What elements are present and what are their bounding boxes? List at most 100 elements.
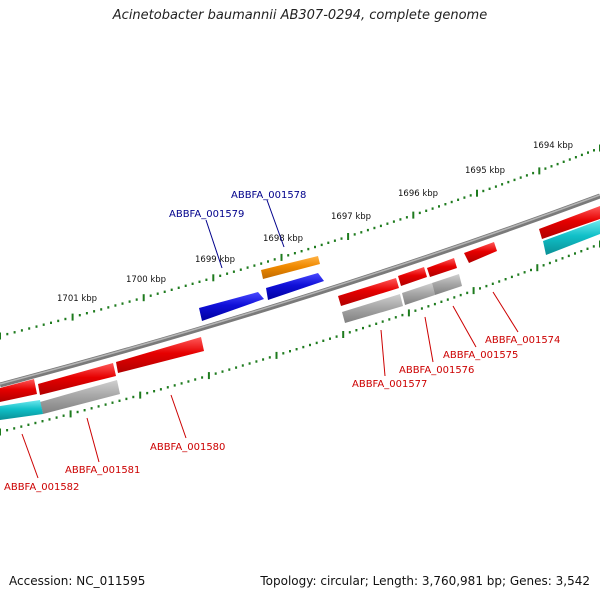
tick-minor bbox=[156, 292, 159, 295]
tick-major bbox=[538, 167, 541, 175]
tick-minor bbox=[315, 341, 318, 345]
gene-gray-001575[interactable] bbox=[432, 274, 462, 295]
tick-minor bbox=[27, 423, 30, 426]
tick-minor bbox=[479, 287, 481, 290]
tick-minor bbox=[388, 318, 391, 321]
tick-minor bbox=[335, 335, 338, 338]
tick-minor bbox=[457, 198, 460, 201]
tick-minor bbox=[314, 245, 316, 249]
tick-major bbox=[0, 428, 1, 436]
tick-minor bbox=[453, 296, 456, 299]
tick-minor bbox=[504, 278, 507, 281]
gene-red-001582[interactable] bbox=[0, 379, 37, 402]
gene-label-001580: ABBFA_001580 bbox=[150, 442, 225, 453]
tick-minor bbox=[125, 397, 128, 401]
gene-cyan-right[interactable] bbox=[543, 220, 600, 255]
tick-minor bbox=[373, 226, 376, 230]
tick-major bbox=[212, 274, 215, 282]
gene-label-001577: ABBFA_001577 bbox=[352, 379, 427, 390]
tick-minor bbox=[28, 327, 31, 330]
tick-minor bbox=[93, 310, 96, 313]
tick-minor bbox=[295, 348, 298, 351]
tick-minor bbox=[184, 284, 187, 287]
gene-blue-forward-a[interactable] bbox=[199, 292, 264, 321]
gene-label-001578: ABBFA_001578 bbox=[231, 190, 306, 201]
gene-red-001580[interactable] bbox=[116, 337, 204, 373]
gene-red-right[interactable] bbox=[539, 206, 600, 239]
tick-minor bbox=[100, 308, 103, 311]
gene-gray-001576[interactable] bbox=[402, 283, 435, 305]
tick-minor bbox=[544, 167, 547, 170]
gene-cyan-left[interactable] bbox=[0, 400, 43, 420]
tick-minor bbox=[241, 364, 244, 367]
tick-label-1696: 1696 kbp bbox=[398, 189, 438, 199]
tick-major bbox=[412, 211, 415, 219]
tick-minor bbox=[246, 266, 249, 269]
tick-minor bbox=[128, 300, 131, 303]
tick-minor bbox=[399, 218, 402, 221]
tick-minor bbox=[587, 151, 589, 154]
leader-001580 bbox=[170, 394, 187, 439]
tick-minor bbox=[6, 332, 9, 336]
tick-major bbox=[536, 264, 539, 272]
leader-001575 bbox=[452, 305, 477, 348]
tick-minor bbox=[248, 362, 251, 365]
tick-minor bbox=[567, 254, 570, 258]
tick-minor bbox=[146, 391, 149, 395]
tick-minor bbox=[450, 200, 453, 204]
tick-minor bbox=[76, 410, 79, 414]
tick-minor bbox=[239, 268, 242, 271]
tick-minor bbox=[62, 414, 65, 417]
tick-minor bbox=[149, 294, 152, 297]
tick-minor bbox=[488, 187, 491, 190]
tick-minor bbox=[498, 280, 501, 283]
gene-label-001574: ABBFA_001574 bbox=[485, 335, 560, 346]
tick-minor bbox=[414, 309, 417, 312]
gene-red-001574[interactable] bbox=[464, 242, 497, 263]
gene-label-001576: ABBFA_001576 bbox=[399, 365, 474, 376]
tick-label-1697: 1697 kbp bbox=[331, 212, 371, 222]
tick-minor bbox=[542, 264, 545, 267]
tick-minor bbox=[180, 382, 183, 385]
tick-minor bbox=[262, 358, 265, 361]
leader-001576 bbox=[424, 316, 434, 363]
tick-minor bbox=[592, 245, 595, 248]
gene-blue-forward-b[interactable] bbox=[266, 273, 324, 300]
gene-red-001581[interactable] bbox=[38, 363, 116, 395]
tick-minor bbox=[177, 286, 180, 289]
gene-label-001575: ABBFA_001575 bbox=[443, 350, 518, 361]
gene-red-001577[interactable] bbox=[338, 278, 399, 306]
tick-minor bbox=[41, 420, 44, 423]
tick-minor bbox=[48, 418, 51, 421]
gene-orange-forward[interactable] bbox=[261, 256, 320, 279]
tick-minor bbox=[580, 250, 583, 253]
tick-minor bbox=[114, 304, 117, 307]
gene-red-001575[interactable] bbox=[427, 258, 457, 277]
tick-minor bbox=[205, 278, 208, 281]
gene-red-001576[interactable] bbox=[398, 267, 427, 286]
tick-minor bbox=[166, 386, 169, 389]
tick-minor bbox=[85, 312, 88, 315]
tick-minor bbox=[173, 384, 176, 387]
tick-minor bbox=[35, 325, 38, 328]
gene-gray-001581[interactable] bbox=[40, 380, 120, 414]
tick-minor bbox=[386, 222, 389, 225]
tick-minor bbox=[532, 171, 535, 175]
tick-minor bbox=[97, 405, 100, 408]
tick-minor bbox=[235, 366, 238, 369]
tick-major bbox=[69, 410, 72, 418]
tick-minor bbox=[20, 329, 23, 332]
genome-backbone-highlight bbox=[0, 194, 600, 385]
tick-minor bbox=[433, 302, 436, 306]
tick-minor bbox=[459, 293, 462, 297]
tick-minor bbox=[307, 247, 310, 251]
gene-label-001581: ABBFA_001581 bbox=[65, 465, 140, 476]
tick-minor bbox=[523, 271, 526, 274]
gene-gray-001577[interactable] bbox=[342, 294, 403, 323]
tick-major bbox=[472, 287, 475, 295]
tick-minor bbox=[519, 176, 522, 179]
tick-minor bbox=[353, 233, 356, 236]
tick-minor bbox=[104, 403, 107, 406]
tick-minor bbox=[550, 165, 553, 168]
tick-minor bbox=[50, 321, 52, 324]
